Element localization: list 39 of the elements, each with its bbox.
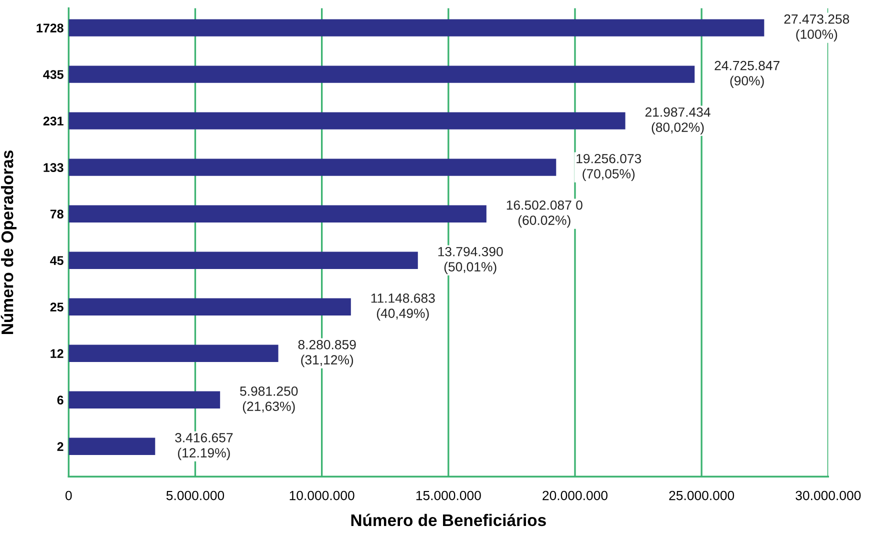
bar [68, 252, 418, 269]
x-tick-label: 30.000.000 [796, 490, 861, 500]
bar [68, 344, 278, 362]
bar [68, 438, 156, 455]
x-tick-label: 20.000.000 [542, 490, 608, 500]
x-tick-label: 5.000.000 [166, 490, 224, 500]
y-tick-label: 12 [50, 349, 64, 358]
data-label: 21.987.434 (80,02%) [645, 107, 710, 135]
data-label: 8.280.859 (31,12%) [298, 340, 356, 368]
y-tick-label: 6 [57, 396, 64, 405]
bar [68, 298, 351, 316]
y-tick-label: 231 [43, 116, 64, 126]
data-label: 3.416.657 (12.19%) [175, 433, 233, 460]
y-tick-label: 1728 [36, 24, 64, 32]
bar [68, 66, 695, 83]
x-tick-label: 15.000.000 [416, 490, 481, 500]
y-axis-title: Número de Operadoras [0, 150, 17, 334]
y-tick-label: 45 [50, 256, 64, 265]
data-label: 5.981.250 (21,63%) [240, 386, 298, 414]
bar [68, 112, 626, 130]
x-tick-label: 10.000.000 [290, 490, 354, 500]
data-label: 19.256.073 (70,05%) [576, 154, 642, 182]
x-axis-title: Número de Beneficiários [351, 514, 546, 526]
data-label: 24.725.847 (90%) [714, 60, 780, 88]
y-tick-label: 435 [43, 70, 64, 79]
data-label: 16.502.087 0 (60.02%) [506, 200, 582, 228]
y-tick-label: 78 [50, 210, 64, 218]
data-label: 27.473.258 (100%) [784, 14, 850, 42]
data-label: 11.148.683 (40,49%) [371, 293, 435, 321]
x-tick-label: 0 [66, 490, 72, 500]
bar [68, 205, 486, 222]
data-label: 13.794.390 (50,01%) [438, 246, 503, 274]
y-tick-label: 25 [50, 302, 64, 312]
y-tick-label: 2 [57, 442, 64, 451]
bar [68, 19, 764, 36]
bar [68, 391, 220, 408]
bar [68, 158, 556, 176]
y-tick-label: 133 [44, 163, 64, 172]
x-tick-label: 25.000.000 [669, 490, 734, 500]
